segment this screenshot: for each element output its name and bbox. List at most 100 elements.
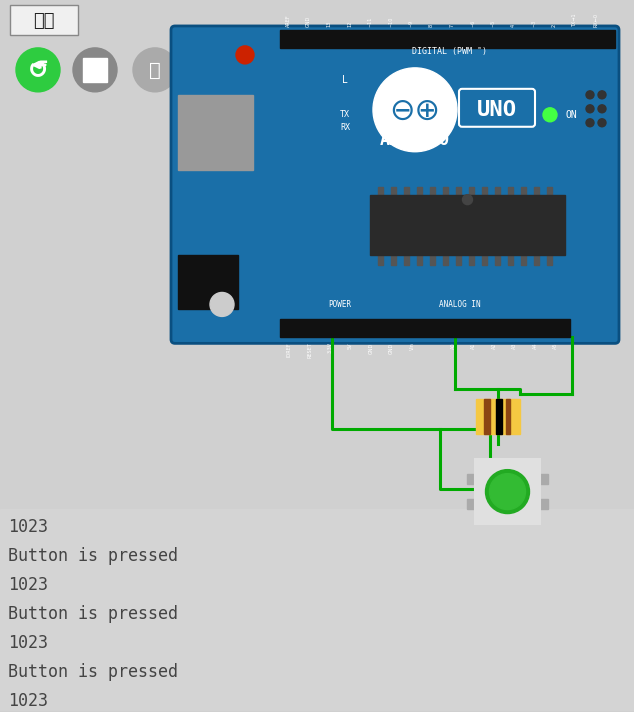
Text: 12: 12 — [347, 21, 352, 27]
Bar — [476, 399, 520, 434]
Text: ■: ■ — [86, 61, 104, 80]
Text: AREF: AREF — [285, 14, 290, 27]
Bar — [547, 187, 552, 197]
Bar — [430, 254, 435, 265]
Bar — [178, 95, 253, 169]
Text: 1023: 1023 — [8, 518, 48, 536]
Bar — [280, 30, 615, 48]
Circle shape — [586, 119, 594, 127]
Bar — [443, 254, 448, 265]
Text: RX←0: RX←0 — [593, 13, 598, 27]
Text: A1: A1 — [471, 342, 476, 349]
FancyBboxPatch shape — [171, 26, 619, 343]
Circle shape — [236, 46, 254, 64]
Bar — [404, 254, 409, 265]
Text: 1023: 1023 — [8, 576, 48, 594]
Bar — [495, 187, 500, 197]
Bar — [540, 474, 548, 484]
Bar — [469, 187, 474, 197]
Text: 1023: 1023 — [8, 634, 48, 651]
Circle shape — [462, 194, 472, 204]
Bar — [456, 187, 461, 197]
Circle shape — [598, 119, 606, 127]
Bar — [508, 187, 513, 197]
Text: A0: A0 — [451, 342, 455, 349]
Bar — [482, 187, 487, 197]
Text: Button is pressed: Button is pressed — [8, 663, 178, 681]
Circle shape — [543, 108, 557, 122]
Circle shape — [598, 91, 606, 99]
Text: 1023: 1023 — [8, 692, 48, 710]
Text: Vin: Vin — [410, 342, 415, 350]
Bar — [484, 399, 490, 434]
Bar — [540, 499, 548, 509]
Text: ↺: ↺ — [27, 59, 48, 83]
Circle shape — [598, 105, 606, 112]
Bar — [467, 474, 475, 484]
Text: 4: 4 — [511, 23, 516, 27]
Bar — [521, 254, 526, 265]
Text: ~9: ~9 — [408, 20, 413, 27]
Text: Button is pressed: Button is pressed — [8, 605, 178, 623]
Text: ON: ON — [565, 110, 577, 120]
Text: ~5: ~5 — [491, 20, 496, 27]
Text: ⊖⊕: ⊖⊕ — [389, 98, 441, 126]
Text: L: L — [342, 75, 348, 85]
Bar — [534, 254, 539, 265]
Text: A3: A3 — [512, 342, 517, 349]
Circle shape — [16, 48, 60, 92]
Bar — [378, 187, 383, 197]
Bar — [521, 187, 526, 197]
Text: 5V: 5V — [348, 342, 353, 349]
Bar — [280, 320, 570, 337]
Bar — [482, 254, 487, 265]
Bar — [83, 58, 107, 82]
Text: ANALOG IN: ANALOG IN — [439, 300, 481, 310]
Text: 2: 2 — [552, 23, 557, 27]
Text: POWER: POWER — [328, 300, 352, 310]
Bar — [430, 187, 435, 197]
FancyBboxPatch shape — [10, 5, 78, 35]
Text: UNO: UNO — [477, 100, 517, 120]
Text: GND: GND — [306, 16, 311, 27]
Circle shape — [586, 91, 594, 99]
Bar — [467, 499, 475, 509]
Bar — [456, 254, 461, 265]
Text: GND: GND — [368, 342, 373, 354]
Bar — [370, 194, 565, 254]
Text: ARDUINO: ARDUINO — [380, 131, 450, 149]
Text: 8: 8 — [429, 23, 434, 27]
Bar — [496, 399, 502, 434]
Bar — [417, 187, 422, 197]
Bar — [495, 254, 500, 265]
Bar — [534, 187, 539, 197]
Bar — [391, 187, 396, 197]
Circle shape — [210, 293, 234, 316]
Bar — [506, 399, 510, 434]
Text: 模拟: 模拟 — [33, 12, 55, 30]
Circle shape — [486, 470, 529, 513]
Text: DIGITAL (PWM ̃): DIGITAL (PWM ̃) — [413, 48, 488, 56]
Circle shape — [489, 473, 526, 510]
Bar — [475, 459, 540, 524]
Bar — [443, 187, 448, 197]
Text: IOREF: IOREF — [287, 342, 292, 357]
Text: 13: 13 — [327, 21, 332, 27]
Text: ~10: ~10 — [388, 16, 393, 27]
Bar — [404, 187, 409, 197]
Circle shape — [586, 105, 594, 112]
Text: TX→1: TX→1 — [573, 14, 578, 27]
Text: RX: RX — [340, 123, 350, 132]
Text: TX: TX — [340, 110, 350, 120]
Bar — [0, 509, 634, 711]
Bar — [391, 254, 396, 265]
Text: 3.3V: 3.3V — [328, 342, 332, 353]
Text: A4: A4 — [533, 342, 538, 349]
Bar — [547, 254, 552, 265]
Circle shape — [373, 68, 457, 152]
Text: RESET: RESET — [307, 342, 312, 358]
Bar — [178, 254, 238, 310]
Circle shape — [133, 48, 177, 92]
Bar — [469, 254, 474, 265]
FancyBboxPatch shape — [459, 89, 535, 127]
